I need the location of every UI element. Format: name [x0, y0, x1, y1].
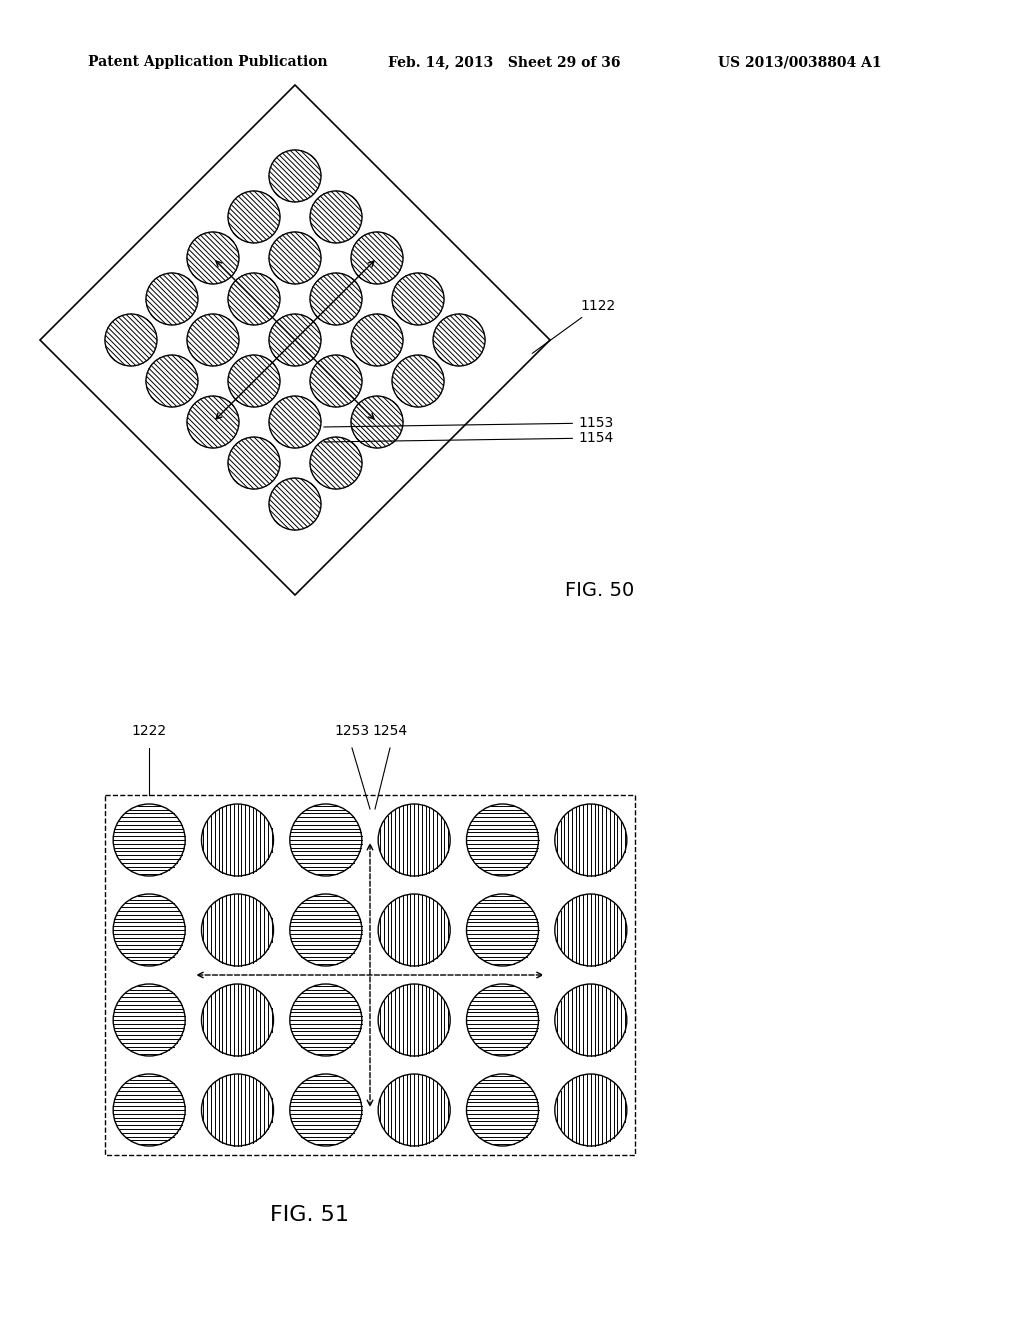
- Text: 1153: 1153: [324, 416, 613, 430]
- Text: FIG. 50: FIG. 50: [565, 581, 634, 599]
- Text: 1154: 1154: [324, 432, 613, 445]
- Text: Feb. 14, 2013   Sheet 29 of 36: Feb. 14, 2013 Sheet 29 of 36: [388, 55, 621, 69]
- Text: FIG. 51: FIG. 51: [270, 1205, 349, 1225]
- Text: Patent Application Publication: Patent Application Publication: [88, 55, 328, 69]
- Text: 1122: 1122: [532, 300, 615, 354]
- Text: 1254: 1254: [373, 723, 408, 738]
- Text: 1253: 1253: [335, 723, 370, 738]
- Text: US 2013/0038804 A1: US 2013/0038804 A1: [718, 55, 882, 69]
- Text: 1222: 1222: [132, 723, 167, 738]
- Bar: [105, 795, 635, 1155]
